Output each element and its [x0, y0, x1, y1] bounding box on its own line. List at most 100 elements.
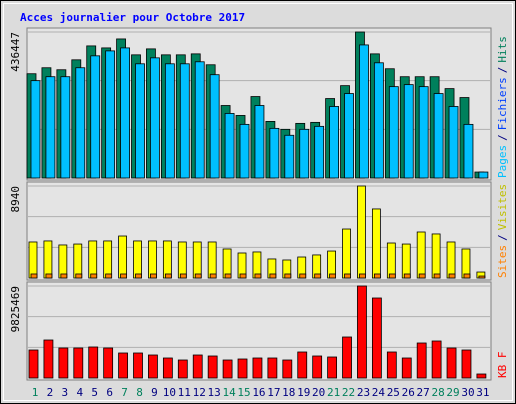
- bar: [88, 346, 99, 379]
- bar: [359, 44, 369, 179]
- y-tick-label: 8940: [9, 186, 22, 213]
- bar: [177, 359, 188, 379]
- bar: [314, 273, 322, 279]
- x-tick-label: 18: [282, 386, 295, 399]
- bar: [90, 273, 98, 279]
- bar: [329, 106, 340, 179]
- bar: [329, 273, 337, 279]
- bar: [209, 74, 220, 179]
- bar: [252, 357, 263, 379]
- bar: [433, 93, 444, 179]
- bar: [312, 355, 323, 379]
- y-tick-label: 9825469: [9, 286, 22, 332]
- bar: [224, 113, 235, 179]
- x-tick-label: 28: [431, 386, 444, 399]
- legend-entry: /: [496, 134, 509, 141]
- x-tick-label: 13: [208, 386, 221, 399]
- bar: [388, 86, 399, 179]
- x-tick-label: 29: [446, 386, 459, 399]
- x-tick-label: 15: [237, 386, 250, 399]
- bar: [105, 273, 113, 279]
- bar: [314, 125, 325, 179]
- bar: [224, 273, 232, 279]
- bar: [148, 240, 157, 279]
- x-tick-label: 27: [417, 386, 430, 399]
- bar: [269, 273, 277, 279]
- bar: [403, 273, 411, 279]
- bar: [209, 273, 217, 279]
- bar: [120, 273, 127, 279]
- bar: [431, 233, 441, 279]
- bar: [222, 359, 233, 379]
- bar: [344, 273, 351, 279]
- x-tick-label: 1: [32, 386, 39, 399]
- bar: [401, 243, 411, 279]
- bar: [359, 273, 366, 279]
- bar: [105, 50, 116, 179]
- x-tick-label: 9: [151, 386, 158, 399]
- bar: [371, 297, 382, 379]
- bar: [463, 123, 474, 179]
- bar: [103, 347, 114, 379]
- bar: [431, 340, 442, 379]
- bar: [373, 62, 384, 179]
- x-tick-label: 20: [312, 386, 325, 399]
- bar: [284, 273, 292, 279]
- bar: [133, 240, 142, 279]
- bar: [162, 240, 172, 279]
- legend: Sites / Visites: [496, 184, 509, 278]
- bar: [401, 357, 412, 379]
- bar: [373, 273, 381, 279]
- y-tick-label: 436447: [9, 32, 22, 72]
- x-tick-label: 7: [121, 386, 128, 399]
- x-tick-label: 31: [476, 386, 489, 399]
- x-tick-label: 16: [252, 386, 265, 399]
- bar: [192, 241, 202, 279]
- bar: [75, 67, 86, 179]
- bar: [446, 347, 457, 379]
- x-tick-label: 4: [76, 386, 83, 399]
- bar: [164, 273, 172, 279]
- x-tick-label: 14: [222, 386, 236, 399]
- bar: [45, 273, 53, 279]
- bar: [416, 231, 426, 279]
- bar: [448, 106, 459, 179]
- bar: [150, 273, 157, 279]
- bar: [269, 127, 280, 179]
- bar: [162, 357, 173, 379]
- x-tick-label: 21: [327, 386, 340, 399]
- bar: [478, 275, 486, 279]
- bar: [120, 47, 130, 179]
- chart-title: Acces journalier pour Octobre 2017: [20, 11, 245, 24]
- legend-entry: KB F: [496, 352, 509, 379]
- legend-entry: /: [496, 67, 509, 74]
- bar: [433, 273, 441, 279]
- bar: [90, 55, 101, 179]
- bar: [239, 123, 250, 179]
- x-tick-label: 8: [136, 386, 143, 399]
- x-tick-label: 5: [91, 386, 98, 399]
- bar: [58, 244, 68, 279]
- bar: [179, 63, 190, 179]
- bar: [282, 359, 293, 379]
- bar: [73, 347, 84, 379]
- x-tick-label: 6: [106, 386, 113, 399]
- legend-entry: Pages: [496, 145, 509, 178]
- bar: [357, 285, 367, 379]
- x-tick-label: 11: [178, 386, 191, 399]
- bar: [386, 242, 396, 279]
- bar: [150, 57, 160, 179]
- bar: [30, 80, 41, 179]
- x-tick-label: 12: [193, 386, 206, 399]
- bar: [299, 128, 310, 179]
- x-tick-label: 3: [62, 386, 69, 399]
- legend: KB F: [496, 352, 509, 379]
- bar: [461, 349, 472, 379]
- bar: [148, 354, 158, 379]
- bar: [135, 63, 145, 179]
- x-tick-label: 30: [461, 386, 474, 399]
- bar: [416, 342, 427, 379]
- bar: [43, 339, 54, 379]
- legend-entry: Fichiers: [496, 77, 509, 130]
